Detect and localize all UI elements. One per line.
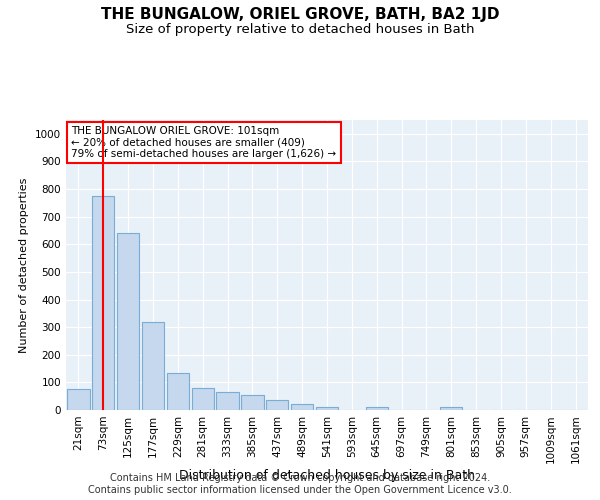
- Bar: [365, 407, 388, 410]
- Text: THE BUNGALOW ORIEL GROVE: 101sqm
← 20% of detached houses are smaller (409)
79% : THE BUNGALOW ORIEL GROVE: 101sqm ← 20% o…: [71, 126, 337, 159]
- Bar: [191, 388, 214, 410]
- Text: THE BUNGALOW, ORIEL GROVE, BATH, BA2 1JD: THE BUNGALOW, ORIEL GROVE, BATH, BA2 1JD: [101, 8, 499, 22]
- Bar: [67, 390, 89, 410]
- Bar: [440, 407, 463, 410]
- Bar: [117, 233, 139, 410]
- Text: Size of property relative to detached houses in Bath: Size of property relative to detached ho…: [126, 22, 474, 36]
- Bar: [92, 196, 115, 410]
- Bar: [217, 392, 239, 410]
- Bar: [266, 400, 289, 410]
- X-axis label: Distribution of detached houses by size in Bath: Distribution of detached houses by size …: [179, 469, 475, 482]
- Text: Contains HM Land Registry data © Crown copyright and database right 2024.
Contai: Contains HM Land Registry data © Crown c…: [88, 474, 512, 495]
- Bar: [142, 322, 164, 410]
- Bar: [291, 404, 313, 410]
- Y-axis label: Number of detached properties: Number of detached properties: [19, 178, 29, 352]
- Bar: [167, 372, 189, 410]
- Bar: [241, 395, 263, 410]
- Bar: [316, 407, 338, 410]
